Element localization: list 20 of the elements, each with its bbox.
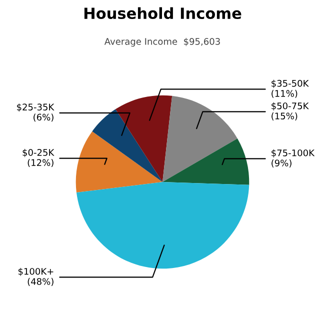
pie-slice	[76, 131, 162, 193]
slice-label: $35-50K	[272, 80, 309, 88]
chart-title: Household Income	[84, 7, 242, 20]
slice-label: $50-75K	[272, 102, 309, 110]
pie-slice	[116, 95, 172, 182]
data-label: (11%)	[272, 90, 298, 98]
pie-slice	[92, 109, 162, 182]
slice-label: $100K+	[18, 268, 54, 276]
slice-label: $25-35K	[17, 103, 54, 112]
data-label: (12%)	[28, 159, 54, 168]
chart-subtitle: Average Income $95,603	[104, 38, 220, 47]
slice-label: $0-25K	[22, 148, 54, 158]
pie-slice	[162, 96, 238, 182]
data-label: (48%)	[28, 278, 54, 286]
pie-slice	[162, 138, 250, 185]
data-label: (6%)	[34, 114, 54, 122]
pie-slice	[76, 182, 250, 269]
data-label: (15%)	[272, 112, 298, 120]
slice-label: $75-100K	[272, 149, 315, 158]
data-label: (9%)	[272, 159, 292, 168]
